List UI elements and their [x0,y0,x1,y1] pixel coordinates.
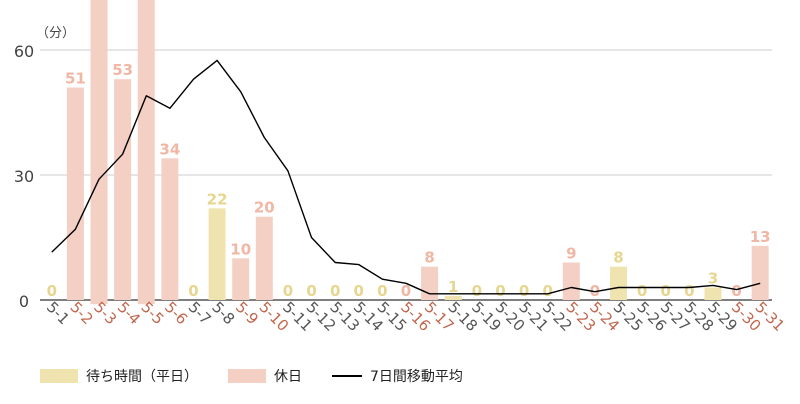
x-tick-label: 5-8 [208,298,238,328]
legend-label-holiday: 休日 [274,369,302,385]
value-label: 13 [750,228,771,246]
value-label: 0 [731,282,741,300]
value-label: 0 [401,282,411,300]
legend: 待ち時間（平日） 休日 7日間移動平均 [40,366,493,386]
y-unit-label: （分） [36,26,75,41]
value-label: 8 [424,249,434,267]
bar [421,266,439,300]
value-label: 0 [472,282,482,300]
bar [90,0,108,305]
bar [444,295,462,300]
value-label: 1 [448,278,458,296]
x-tick-label: 5-6 [161,298,191,328]
legend-item-holiday: 休日 [228,366,302,386]
legend-label-moving-average: 7日間移動平均 [370,369,463,385]
bar [751,245,769,300]
bar [255,216,273,300]
bar [114,79,132,301]
y-tick-label: 30 [14,167,34,186]
legend-item-moving-average: 7日間移動平均 [332,366,463,386]
value-label: 0 [495,282,505,300]
value-label: 20 [254,199,275,217]
bar [562,262,580,300]
legend-item-weekday: 待ち時間（平日） [40,366,198,386]
bar [704,287,722,300]
y-tick-label: 60 [14,42,34,61]
bar [161,158,179,300]
value-label: 22 [207,190,228,208]
moving-average-line [51,59,761,295]
value-label: 0 [684,282,694,300]
value-label: 0 [330,282,340,300]
value-label: 0 [661,282,671,300]
x-tick-label: 5-1 [43,298,73,328]
value-label: 34 [159,140,180,158]
value-label: 0 [637,282,647,300]
bar [137,0,155,305]
legend-swatch-weekday [40,369,78,383]
value-label: 53 [112,61,133,79]
value-label: 0 [519,282,529,300]
bar [66,87,84,300]
value-label: 0 [47,282,57,300]
value-label: 0 [188,282,198,300]
value-label: 8 [613,249,623,267]
value-label: 51 [65,70,86,88]
legend-label-weekday: 待ち時間（平日） [86,369,198,385]
x-tick-label: 5-7 [185,298,215,328]
y-tick-label: 0 [19,292,29,311]
value-label: 0 [542,282,552,300]
value-label: 0 [354,282,364,300]
value-label: 0 [377,282,387,300]
value-label: 9 [566,245,576,263]
x-tick-label: 5-9 [232,298,262,328]
legend-swatch-moving-average [332,375,362,377]
legend-swatch-holiday [228,369,266,383]
bar [232,258,250,300]
bar [610,266,628,300]
value-label: 3 [708,270,718,288]
value-label: 0 [283,282,293,300]
bar [208,208,226,300]
value-label: 10 [230,240,251,258]
value-label: 0 [306,282,316,300]
